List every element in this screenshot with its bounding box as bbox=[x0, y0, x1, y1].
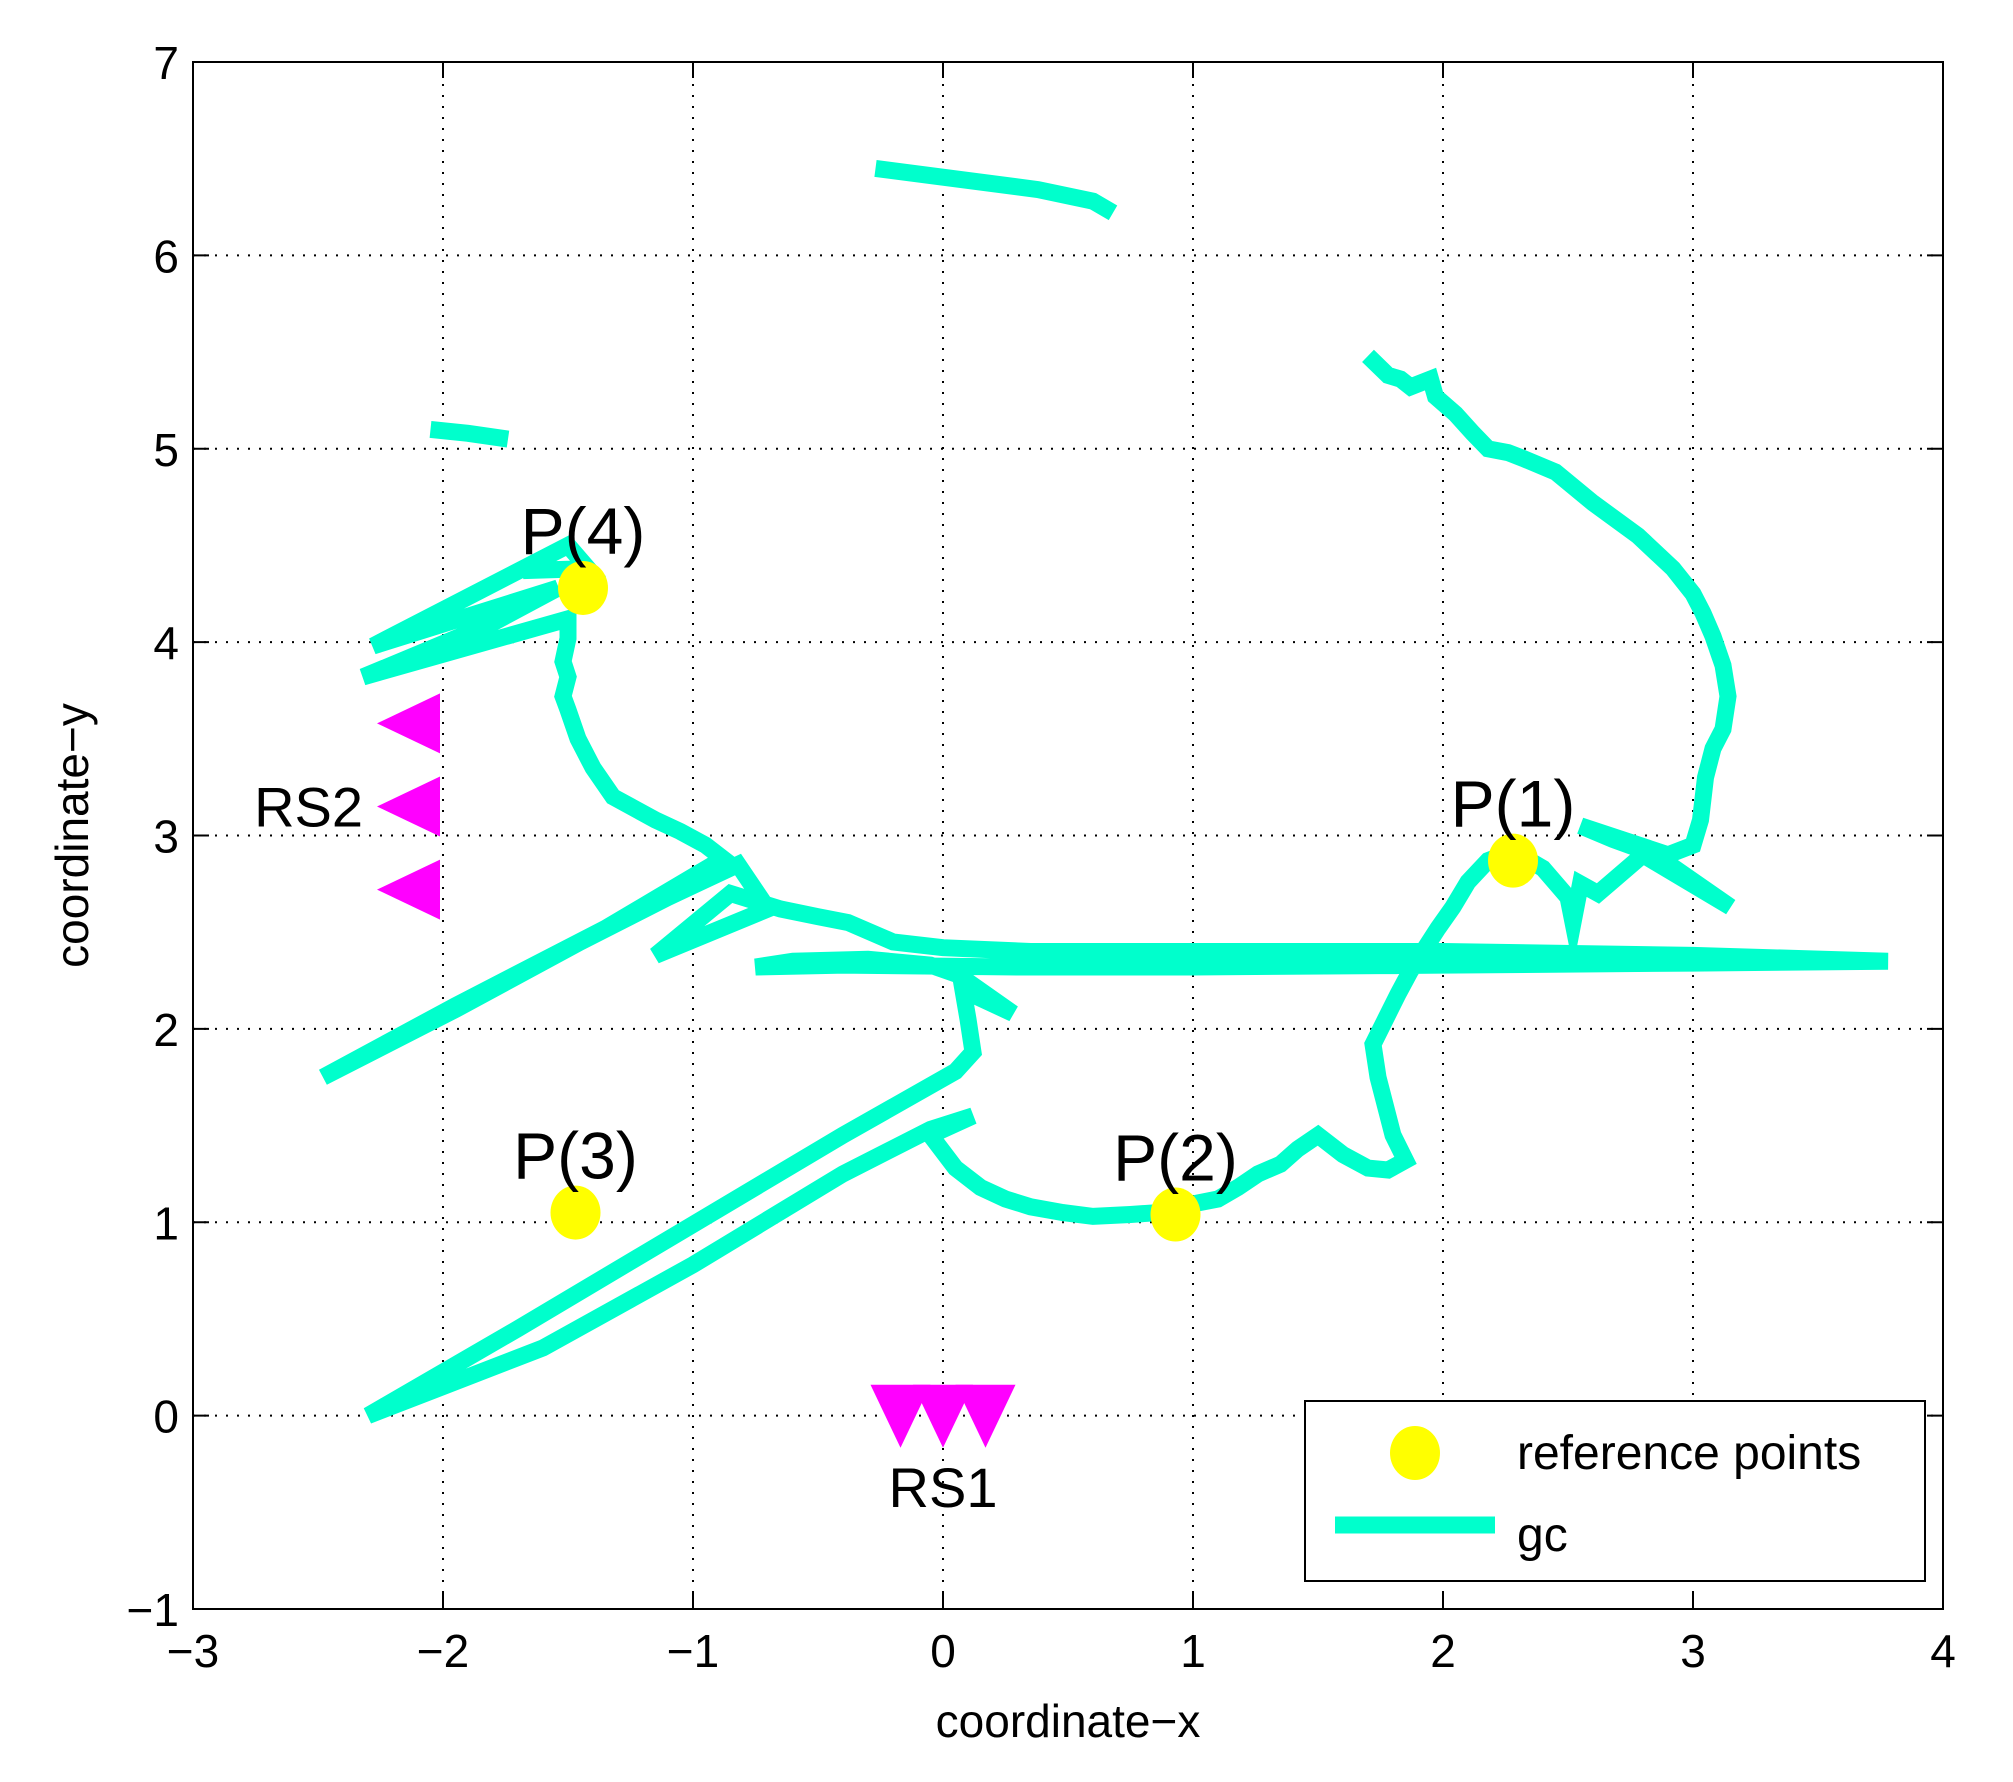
gc-line-segment bbox=[429, 420, 510, 448]
y-tick-label: 7 bbox=[153, 37, 179, 89]
x-tick-label: 3 bbox=[1680, 1625, 1706, 1677]
ticks bbox=[192, 61, 1944, 1610]
y-tick-label: 2 bbox=[153, 1004, 179, 1056]
reference-point-label: P(4) bbox=[521, 494, 646, 568]
reference-point-label: P(2) bbox=[1113, 1121, 1238, 1195]
station-marker bbox=[377, 859, 440, 920]
gc-line-segment bbox=[318, 349, 1889, 1424]
station-marker bbox=[913, 1384, 973, 1448]
legend: reference points gc bbox=[1304, 1400, 1926, 1582]
legend-gc-label: gc bbox=[1517, 1509, 1568, 1562]
reference-points: P(1) P(2) P(3) P(4) bbox=[513, 494, 1575, 1242]
stations: RS1 RS2 bbox=[254, 693, 1016, 1519]
reference-point bbox=[1488, 833, 1538, 888]
x-tick-label: −3 bbox=[167, 1625, 219, 1677]
y-tick-label: 4 bbox=[153, 617, 179, 669]
y-tick-label: 1 bbox=[153, 1197, 179, 1249]
tick-labels: −3 −2 −1 0 1 2 3 4 −1 0 1 2 3 4 5 6 7 bbox=[127, 37, 1956, 1677]
x-axis-label: coordinate−x bbox=[936, 1695, 1201, 1747]
station-marker bbox=[377, 693, 440, 754]
reference-point bbox=[1150, 1187, 1201, 1242]
station-marker bbox=[955, 1384, 1016, 1448]
legend-reference-marker bbox=[1390, 1426, 1440, 1480]
station-marker bbox=[377, 776, 440, 837]
y-tick-label: −1 bbox=[127, 1584, 179, 1636]
station-label: RS2 bbox=[254, 775, 363, 838]
station-marker bbox=[870, 1384, 931, 1448]
y-axis-label: coordinate−y bbox=[46, 703, 98, 968]
reference-point-label: P(1) bbox=[1451, 767, 1576, 841]
station-label: RS1 bbox=[889, 1456, 998, 1519]
y-tick-label: 6 bbox=[153, 230, 179, 282]
x-tick-label: 1 bbox=[1180, 1625, 1206, 1677]
y-tick-label: 0 bbox=[153, 1391, 179, 1443]
gc-line-segment bbox=[874, 159, 1118, 221]
x-tick-label: 0 bbox=[930, 1625, 956, 1677]
x-tick-label: 4 bbox=[1930, 1625, 1956, 1677]
reference-point bbox=[558, 560, 608, 615]
gc-series bbox=[318, 159, 1889, 1424]
reference-point bbox=[550, 1185, 601, 1240]
legend-reference-label: reference points bbox=[1517, 1427, 1861, 1480]
reference-point-label: P(3) bbox=[513, 1119, 638, 1193]
y-tick-label: 5 bbox=[153, 424, 179, 476]
x-tick-label: −1 bbox=[667, 1625, 719, 1677]
x-tick-label: 2 bbox=[1430, 1625, 1456, 1677]
y-tick-label: 3 bbox=[153, 811, 179, 863]
x-tick-label: −2 bbox=[417, 1625, 469, 1677]
